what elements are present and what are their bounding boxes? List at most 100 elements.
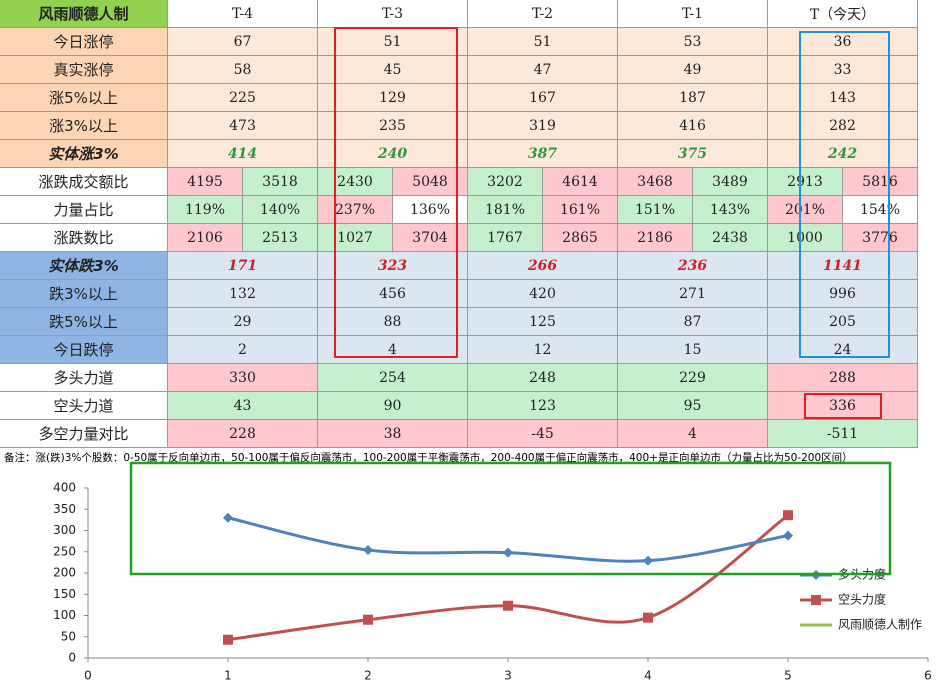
x-tick-label: 6 — [924, 669, 932, 683]
table-cell: 实体跌3% — [0, 252, 168, 280]
table-cell: 119% — [168, 196, 243, 224]
point — [783, 530, 793, 541]
table-cell: T-2 — [468, 0, 618, 28]
table: 风雨顺德人制 T-4 T-3 T-2 T-1 T（今天） 今日涨停 67 51 51 53 36 真实涨… — [0, 0, 918, 448]
point — [223, 512, 233, 523]
table-cell: 237% — [318, 196, 393, 224]
table-cell: 414 — [168, 140, 318, 168]
table-cell: 3704 — [393, 224, 468, 252]
table-cell: 3202 — [468, 168, 543, 196]
table-cell: 229 — [618, 364, 768, 392]
table-cell: 420 — [468, 280, 618, 308]
table-cell: 4195 — [168, 168, 243, 196]
x-tick-label: 1 — [224, 669, 232, 683]
table-cell: 4 — [618, 420, 768, 448]
table-cell: 456 — [318, 280, 468, 308]
y-tick-label: 200 — [53, 566, 76, 580]
x-tick-label: 5 — [784, 669, 792, 683]
table-cell: 90 — [318, 392, 468, 420]
table-cell: 多空力量对比 — [0, 420, 168, 448]
table-cell: 240 — [318, 140, 468, 168]
table-cell: 319 — [468, 112, 618, 140]
y-tick-label: 100 — [53, 608, 76, 622]
table-cell: 387 — [468, 140, 618, 168]
point — [223, 634, 233, 645]
table-cell: 123 — [468, 392, 618, 420]
table-cell: 今日涨停 — [0, 28, 168, 56]
table-cell: 跌3%以上 — [0, 280, 168, 308]
table-cell: 实体涨3% — [0, 140, 168, 168]
y-tick-label: 0 — [68, 651, 76, 665]
table-cell: 236 — [618, 252, 768, 280]
table-cell: 51 — [468, 28, 618, 56]
table-cell: 1767 — [468, 224, 543, 252]
table-cell: 88 — [318, 308, 468, 336]
table-cell: 2438 — [693, 224, 768, 252]
point — [503, 547, 513, 558]
point — [783, 510, 793, 521]
table-cell: 58 — [168, 56, 318, 84]
table-cell: 5048 — [393, 168, 468, 196]
table-cell: 136% — [393, 196, 468, 224]
table-cell: 143 — [768, 84, 918, 112]
table-cell: 248 — [468, 364, 618, 392]
table-cell: 2865 — [543, 224, 618, 252]
table-cell: 33 — [768, 56, 918, 84]
table-cell: 12 — [468, 336, 618, 364]
y-tick-label: 150 — [53, 587, 76, 601]
table-cell: 涨5%以上 — [0, 84, 168, 112]
y-tick-label: 300 — [53, 523, 76, 537]
table-cell: 254 — [318, 364, 468, 392]
table-cell: 201% — [768, 196, 843, 224]
table-cell: 2430 — [318, 168, 393, 196]
series-line — [227, 513, 789, 642]
table-cell: 375 — [618, 140, 768, 168]
table-cell: 336 — [768, 392, 918, 420]
highlight-box — [804, 393, 882, 419]
table-cell: -45 — [468, 420, 618, 448]
table-cell: 235 — [318, 112, 468, 140]
table-cell: 225 — [168, 84, 318, 112]
table-cell: T（今天） — [768, 0, 918, 28]
table-cell: 996 — [768, 280, 918, 308]
x-tick-label: 4 — [644, 669, 652, 683]
table-cell: 161% — [543, 196, 618, 224]
table-cell: 171 — [168, 252, 318, 280]
table-cell: 涨跌成交额比 — [0, 168, 168, 196]
note: 备注：涨(跌)3%个股数：0-50属于反向单边市，50-100属于偏反向震荡市，… — [4, 452, 853, 464]
table-cell: 266 — [468, 252, 618, 280]
y-tick-label: 50 — [61, 629, 76, 643]
point — [363, 545, 373, 556]
table-cell: 288 — [768, 364, 918, 392]
table-cell: 416 — [618, 112, 768, 140]
table-cell: 38 — [318, 420, 468, 448]
table-cell: 2186 — [618, 224, 693, 252]
table-cell: 323 — [318, 252, 468, 280]
table-cell: 271 — [618, 280, 768, 308]
table-cell: 49 — [618, 56, 768, 84]
table-cell: 205 — [768, 308, 918, 336]
legend-label: 空头力度 — [838, 592, 886, 607]
table-cell: 29 — [168, 308, 318, 336]
table-cell: 151% — [618, 196, 693, 224]
table-cell: 风雨顺德人制 — [0, 0, 168, 28]
table-cell: 真实涨停 — [0, 56, 168, 84]
table-cell: 140% — [243, 196, 318, 224]
table-cell: 24 — [768, 336, 918, 364]
table-cell: 53 — [618, 28, 768, 56]
table-cell: T-3 — [318, 0, 468, 28]
table-cell: 2913 — [768, 168, 843, 196]
table-cell: 129 — [318, 84, 468, 112]
table-cell: 242 — [768, 140, 918, 168]
highlight-box — [334, 27, 458, 358]
y-tick-label: 350 — [53, 502, 76, 516]
table-cell: 43 — [168, 392, 318, 420]
table-cell: 涨跌数比 — [0, 224, 168, 252]
x-tick-label: 0 — [84, 669, 92, 683]
table-cell: 143% — [693, 196, 768, 224]
table-cell: 1141 — [768, 252, 918, 280]
table-cell: 跌5%以上 — [0, 308, 168, 336]
table-cell: 4614 — [543, 168, 618, 196]
